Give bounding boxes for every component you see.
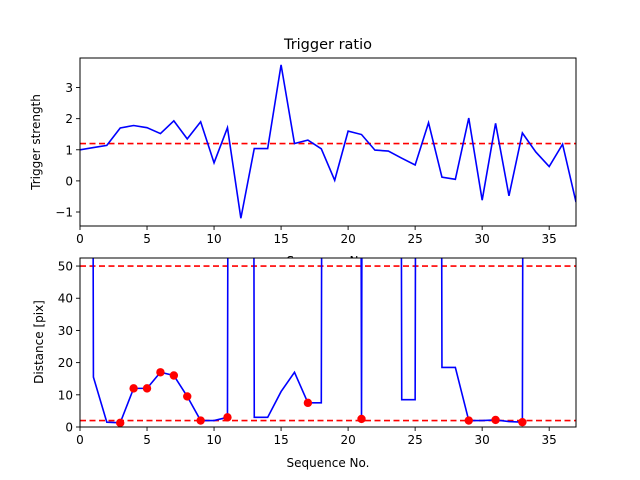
x-tick-label: 5 <box>143 433 151 447</box>
data-point <box>518 417 527 427</box>
y-tick-label: 2 <box>65 112 73 126</box>
x-tick-label: 15 <box>273 433 288 447</box>
data-point <box>156 368 165 377</box>
y-tick-label: 10 <box>58 388 73 402</box>
y-tick-label: 3 <box>65 81 73 95</box>
x-axis-label: Sequence No. <box>287 456 370 470</box>
x-tick-label: 0 <box>76 232 84 246</box>
chart-title: Trigger ratio <box>283 37 372 53</box>
x-tick-label: 0 <box>76 433 84 447</box>
y-tick-label: 1 <box>65 143 73 157</box>
data-point <box>464 416 473 425</box>
x-tick-label: 15 <box>273 232 288 246</box>
data-point <box>303 398 313 408</box>
chart-distance: 0 10 20 30 40 50 0 5 10 15 20 25 30 35 Distance [pix… <box>32 257 577 470</box>
x-tick-label: 25 <box>407 433 422 447</box>
data-point <box>196 416 205 425</box>
plot-frame <box>79 257 577 428</box>
x-tick-label: 10 <box>206 433 221 447</box>
x-ticks <box>79 427 550 431</box>
y-axis-label: Distance [pix] <box>32 300 46 384</box>
y-tick-label: 0 <box>65 174 73 188</box>
x-tick-label: 30 <box>475 232 490 246</box>
y-tick-labels: 0 10 20 30 40 50 <box>58 260 73 435</box>
y-ticks <box>76 87 80 213</box>
x-tick-label: 20 <box>340 232 355 246</box>
x-tick-label: 35 <box>542 232 557 246</box>
data-point <box>491 415 500 425</box>
data-point <box>116 418 125 427</box>
data-point <box>169 371 179 380</box>
data-point <box>183 392 192 401</box>
y-tick-label: 0 <box>65 421 73 435</box>
data-point <box>129 384 138 393</box>
x-tick-label: 30 <box>475 433 490 447</box>
trigger-strength-line <box>80 64 576 219</box>
y-tick-label: 40 <box>58 292 73 306</box>
x-tick-label: 20 <box>340 433 355 447</box>
y-tick-label: 30 <box>58 324 73 338</box>
y-tick-label: 20 <box>58 356 73 370</box>
plot-background <box>80 258 576 427</box>
x-tick-labels: 0 5 10 15 20 25 30 35 <box>76 433 557 447</box>
y-tick-label: −1 <box>55 206 73 220</box>
x-tick-label: 10 <box>206 232 221 246</box>
x-ticks: 0 5 10 15 20 25 30 35 <box>76 226 557 246</box>
y-tick-label: 50 <box>58 260 73 274</box>
selected-points <box>116 368 527 427</box>
x-tick-label: 35 <box>542 433 557 447</box>
data-point <box>142 384 152 393</box>
data-point <box>357 414 366 424</box>
y-axis-label: Trigger strength <box>29 94 43 191</box>
y-tick-labels: −1 0 1 2 3 <box>55 81 73 219</box>
y-ticks <box>76 265 80 428</box>
x-tick-label: 5 <box>143 232 151 246</box>
x-tick-label: 25 <box>407 232 422 246</box>
plot-frame <box>79 57 577 227</box>
data-point <box>223 413 232 422</box>
